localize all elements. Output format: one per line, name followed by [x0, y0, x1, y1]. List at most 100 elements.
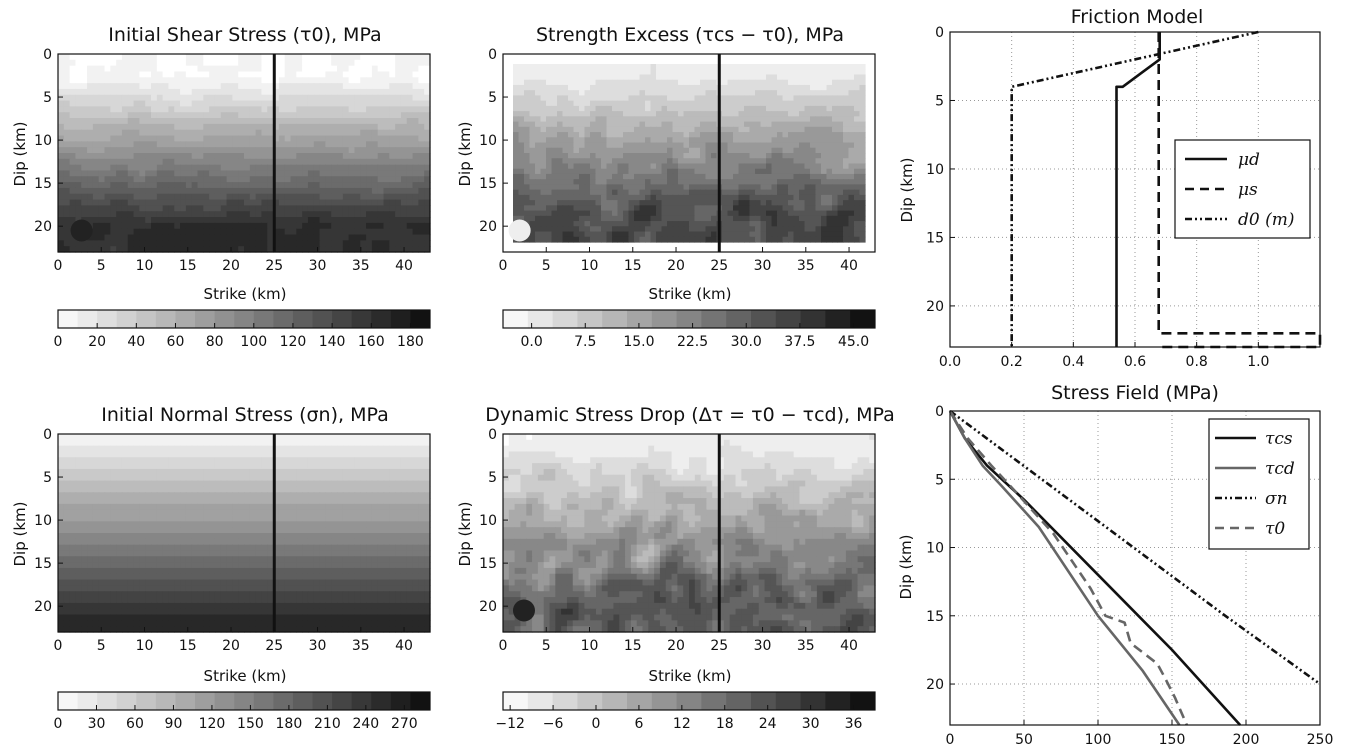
heatmap-cell [151, 158, 158, 166]
heatmap-cell [639, 137, 646, 144]
heatmap-cell [331, 123, 338, 131]
heatmap-cell [650, 158, 657, 165]
x-tick-label: 40 [840, 258, 858, 274]
heatmap-cell [810, 189, 817, 196]
heatmap-cell [278, 457, 286, 464]
heatmap-cell [656, 236, 663, 243]
heatmap-cell [749, 137, 756, 144]
y-tick-label: 0 [43, 47, 52, 63]
heatmap-cell [832, 74, 839, 81]
heatmap-cell [788, 121, 795, 128]
heatmap-cell [232, 164, 239, 172]
heatmap-cell [562, 194, 569, 201]
heatmap-cell [606, 142, 613, 149]
heatmap-cell [145, 100, 152, 108]
heatmap-cell [424, 147, 431, 154]
heatmap-cell [98, 94, 106, 102]
heatmap-cell [804, 210, 811, 217]
heatmap-cell [639, 147, 646, 154]
heatmap-cell [197, 54, 204, 61]
heatmap-cell [168, 129, 175, 137]
heatmap-cell [203, 468, 210, 476]
heatmap-cell [683, 158, 690, 165]
heatmap-cell [319, 205, 326, 212]
heatmap-cell [535, 137, 542, 144]
heatmap-cell [424, 445, 431, 453]
heatmap-cell [354, 65, 361, 73]
heatmap-cell [145, 118, 152, 125]
heatmap-cell [249, 158, 257, 166]
heatmap-cell [133, 240, 140, 247]
y-tick-label: 15 [34, 176, 52, 192]
heatmap-cell [360, 88, 367, 96]
heatmap-cell [139, 123, 146, 131]
heatmap-cell [290, 246, 297, 253]
heatmap-cell [168, 59, 175, 67]
heatmap-cell [203, 240, 210, 247]
heatmap-cell [249, 222, 257, 230]
heatmap-cell [185, 240, 193, 247]
heatmap-cell [573, 126, 580, 133]
heatmap-cell [325, 234, 332, 241]
heatmap-cell [273, 158, 280, 166]
heatmap-cell [191, 434, 199, 441]
heatmap-cell [214, 240, 222, 247]
heatmap-cell [313, 170, 321, 177]
heatmap-cell [337, 100, 344, 108]
heatmap-cell [678, 168, 685, 175]
heatmap-cell [307, 176, 315, 183]
heatmap-cell [151, 222, 158, 230]
heatmap-cell [733, 121, 740, 128]
heatmap-cell [546, 126, 553, 133]
heatmap-cell [518, 100, 525, 107]
heatmap-cell [156, 199, 164, 207]
heatmap-cell [174, 112, 181, 119]
heatmap-cell [151, 463, 158, 470]
heatmap-cell [377, 164, 385, 172]
heatmap-cell [705, 179, 712, 186]
heatmap-cell [579, 173, 586, 180]
heatmap-cell [220, 240, 228, 247]
heatmap-cell [290, 112, 297, 119]
heatmap-cell [645, 231, 652, 238]
heatmap-cell [214, 246, 222, 253]
heatmap-cell [562, 173, 569, 180]
heatmap-cell [854, 236, 861, 243]
heatmap-cell [711, 126, 718, 133]
heatmap-cell [63, 176, 71, 183]
heatmap-cell [551, 121, 558, 128]
heatmap-cell [535, 111, 542, 117]
heatmap-cell [810, 95, 817, 102]
heatmap-cell [98, 240, 106, 247]
heatmap-cell [226, 434, 233, 441]
heatmap-cell [395, 205, 402, 212]
heatmap-cell [290, 135, 297, 142]
colorbar-step [292, 310, 314, 328]
heatmap-cell [203, 65, 210, 73]
heatmap-cell [313, 457, 321, 464]
heatmap-cell [562, 210, 569, 217]
heatmap-cell [722, 116, 729, 123]
heatmap-cell [162, 59, 170, 67]
x-tick-label: 40 [395, 258, 413, 274]
heatmap-cell [771, 194, 778, 201]
heatmap-cell [307, 199, 315, 207]
heatmap-cell [104, 147, 111, 154]
heatmap-cell [832, 137, 839, 144]
heatmap-cell [694, 158, 701, 165]
heatmap-cell [777, 84, 784, 91]
heatmap-cell [518, 79, 525, 86]
heatmap-cell [412, 187, 419, 195]
heatmap-cell [804, 137, 811, 144]
heatmap-cell [859, 184, 866, 191]
heatmap-cell [110, 434, 117, 441]
heatmap-cell [661, 153, 668, 159]
heatmap-cell [174, 445, 181, 453]
heatmap-cell [278, 463, 286, 470]
heatmap-cell [771, 210, 778, 217]
heatmap-cell [727, 79, 734, 86]
heatmap-cell [837, 221, 844, 227]
heatmap-cell [232, 457, 239, 464]
heatmap-cell [307, 54, 315, 61]
heatmap-cell [174, 193, 181, 201]
